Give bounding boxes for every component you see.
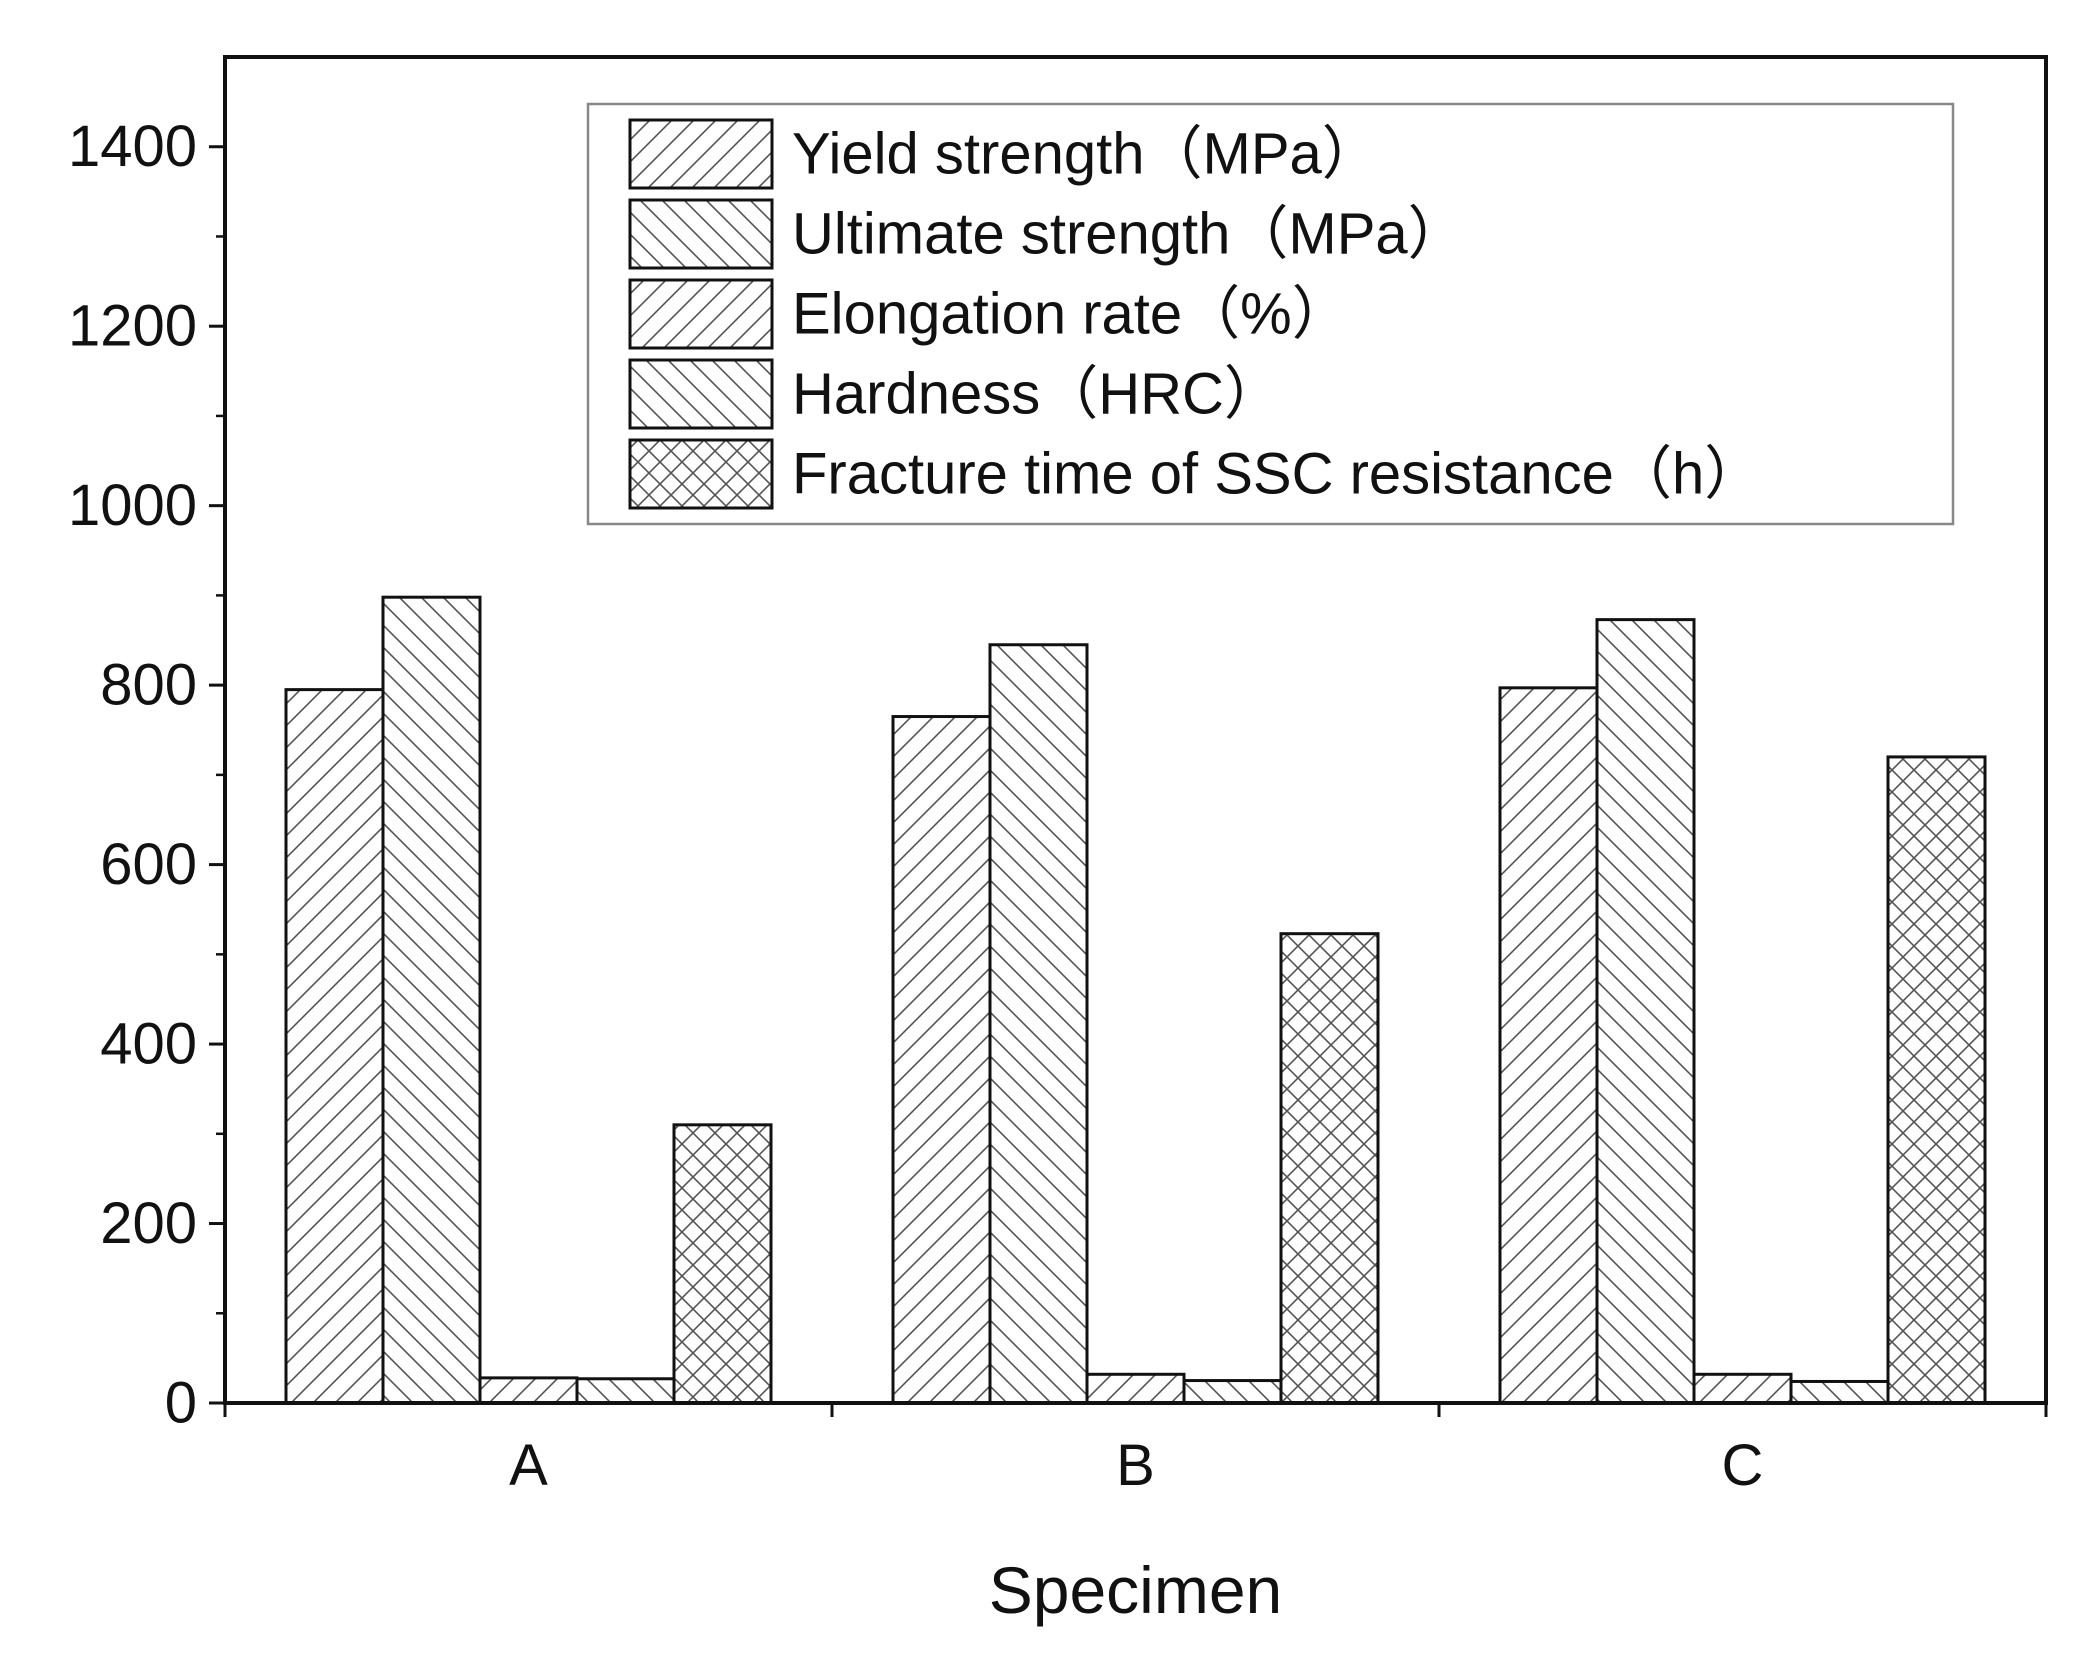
bar-c-series-1 [1498, 686, 1599, 1405]
bar-b-series-1 [891, 715, 992, 1405]
labels-layer: 0 200 400 600 800 1000 1200 1400 A B C Specimen [68, 114, 1763, 1627]
bar-c-series-5 [1886, 755, 1987, 1405]
y-tick-label: 0 [165, 1371, 197, 1436]
legend-swatch [628, 438, 774, 510]
bar-c-series-2 [1595, 618, 1696, 1405]
bar-a-series-5 [672, 1123, 773, 1405]
x-tick-label: A [509, 1433, 548, 1498]
x-tick-label: B [1116, 1433, 1155, 1498]
bar-c-series-4 [1789, 1379, 1890, 1405]
legend-label: Yield strength（MPa） [792, 122, 1380, 187]
legend-label: Elongation rate（%） [792, 282, 1350, 347]
y-tick-label: 400 [100, 1012, 197, 1077]
legend-label: Hardness（HRC） [792, 362, 1282, 427]
bar-b-series-5 [1279, 932, 1380, 1405]
bar-b-series-2 [988, 643, 1089, 1405]
bars-layer [284, 595, 1987, 1405]
y-tick-label: 1200 [68, 294, 197, 359]
y-tick-label: 800 [100, 653, 197, 718]
legend-label: Fracture time of SSC resistance（h） [792, 442, 1762, 507]
legend-swatch [628, 278, 774, 350]
legend-swatch [628, 118, 774, 190]
bar-a-series-3 [478, 1376, 579, 1405]
legend-label: Ultimate strength（MPa） [792, 202, 1466, 267]
legend-swatch [628, 198, 774, 270]
bar-b-series-3 [1085, 1372, 1186, 1405]
legend-swatch [628, 358, 774, 430]
legend: Yield strength（MPa） Ultimate strength（MPa… [586, 102, 1955, 526]
bar-a-series-1 [284, 688, 385, 1405]
y-tick-label: 600 [100, 832, 197, 897]
legend-box [586, 102, 1955, 526]
y-tick-label: 1400 [68, 114, 197, 179]
bar-a-series-2 [381, 595, 482, 1405]
bar-b-series-4 [1182, 1379, 1283, 1405]
y-tick-label: 200 [100, 1191, 197, 1256]
plot-frame [223, 55, 2048, 1405]
bar-c-series-3 [1692, 1372, 1793, 1405]
x-axis-title: Specimen [989, 1553, 1283, 1627]
y-tick-label: 1000 [68, 473, 197, 538]
axes-layer [209, 55, 2048, 1417]
x-tick-label: C [1722, 1433, 1764, 1498]
bar-a-series-4 [575, 1377, 676, 1405]
